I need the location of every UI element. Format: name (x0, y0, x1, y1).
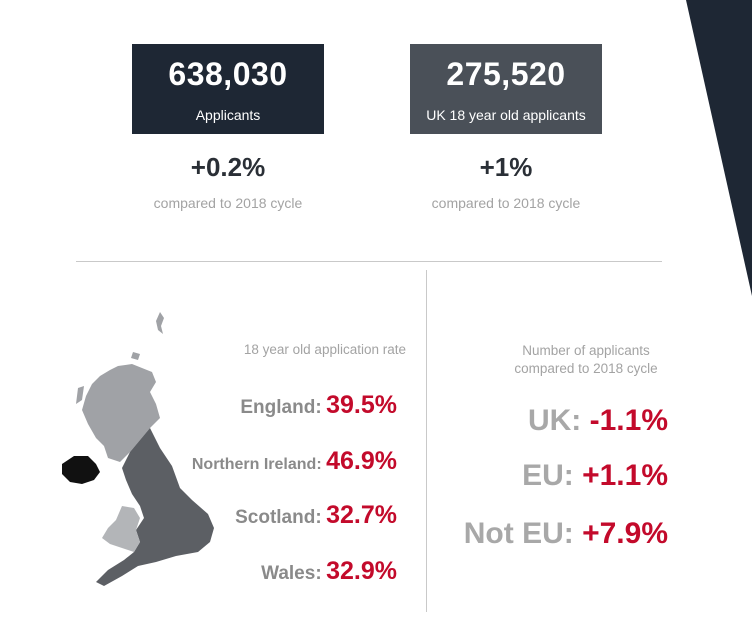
rate-region-label: Scotland: (235, 507, 322, 528)
rate-value: 32.9% (326, 557, 397, 585)
applicants-change-caption: compared to 2018 cycle (153, 195, 303, 211)
uk18-change: +1% (479, 152, 533, 182)
uk18-label: UK 18 year old applicants (426, 107, 586, 123)
applicants-change-title-line2: compared to 2018 cycle (514, 361, 658, 376)
wales-shape (102, 506, 140, 552)
rate-value: 39.5% (326, 391, 397, 419)
uk-map-icon (62, 312, 214, 586)
uk18-stat-box: 275,520 UK 18 year old applicants (410, 44, 602, 134)
applicants-change-value: +7.9% (582, 517, 668, 550)
applicants-change-value: -1.1% (589, 404, 668, 437)
orkney-shape (131, 352, 140, 360)
rate-region-label: Wales: (261, 563, 322, 584)
applicants-number: 638,030 (168, 56, 288, 92)
applicants-change-value: +1.1% (582, 459, 668, 492)
applicants-label: Applicants (195, 107, 261, 123)
rate-row-northern-ireland: Northern Ireland: 46.9% (192, 447, 397, 476)
horizontal-divider (76, 261, 662, 262)
applicants-region-label: Not EU: (463, 517, 574, 550)
applicants-row-uk: UK: -1.1% (528, 404, 668, 438)
vertical-divider (426, 270, 427, 612)
england-shape (96, 428, 214, 586)
applicants-row-not-eu: Not EU: +7.9% (464, 517, 668, 551)
applicants-change-title-line1: Number of applicants (522, 343, 650, 358)
scotland-shape (82, 364, 160, 462)
applicants-change-title: Number of applicants compared to 2018 cy… (480, 342, 692, 378)
hebrides-shape (76, 386, 84, 404)
applicants-region-label: EU: (522, 459, 574, 492)
rate-row-wales: Wales: 32.9% (261, 557, 397, 586)
rate-region-label: Northern Ireland: (191, 456, 322, 473)
rate-value: 32.7% (326, 501, 397, 529)
applicants-stat-box: 638,030 Applicants (132, 44, 324, 134)
rate-row-england: England: 39.5% (240, 391, 397, 420)
applicants-region-label: UK: (527, 404, 582, 437)
shetland-shape (156, 312, 164, 334)
rate-region-label: England: (240, 397, 322, 418)
application-rate-title: 18 year old application rate (243, 342, 406, 357)
uk18-number: 275,520 (446, 56, 566, 92)
rate-value: 46.9% (326, 447, 397, 475)
northern-ireland-shape (62, 456, 100, 484)
applicants-change: +0.2% (190, 152, 266, 182)
uk18-change-caption: compared to 2018 cycle (431, 195, 581, 211)
rate-row-scotland: Scotland: 32.7% (235, 501, 397, 530)
applicants-row-eu: EU: +1.1% (522, 459, 668, 493)
